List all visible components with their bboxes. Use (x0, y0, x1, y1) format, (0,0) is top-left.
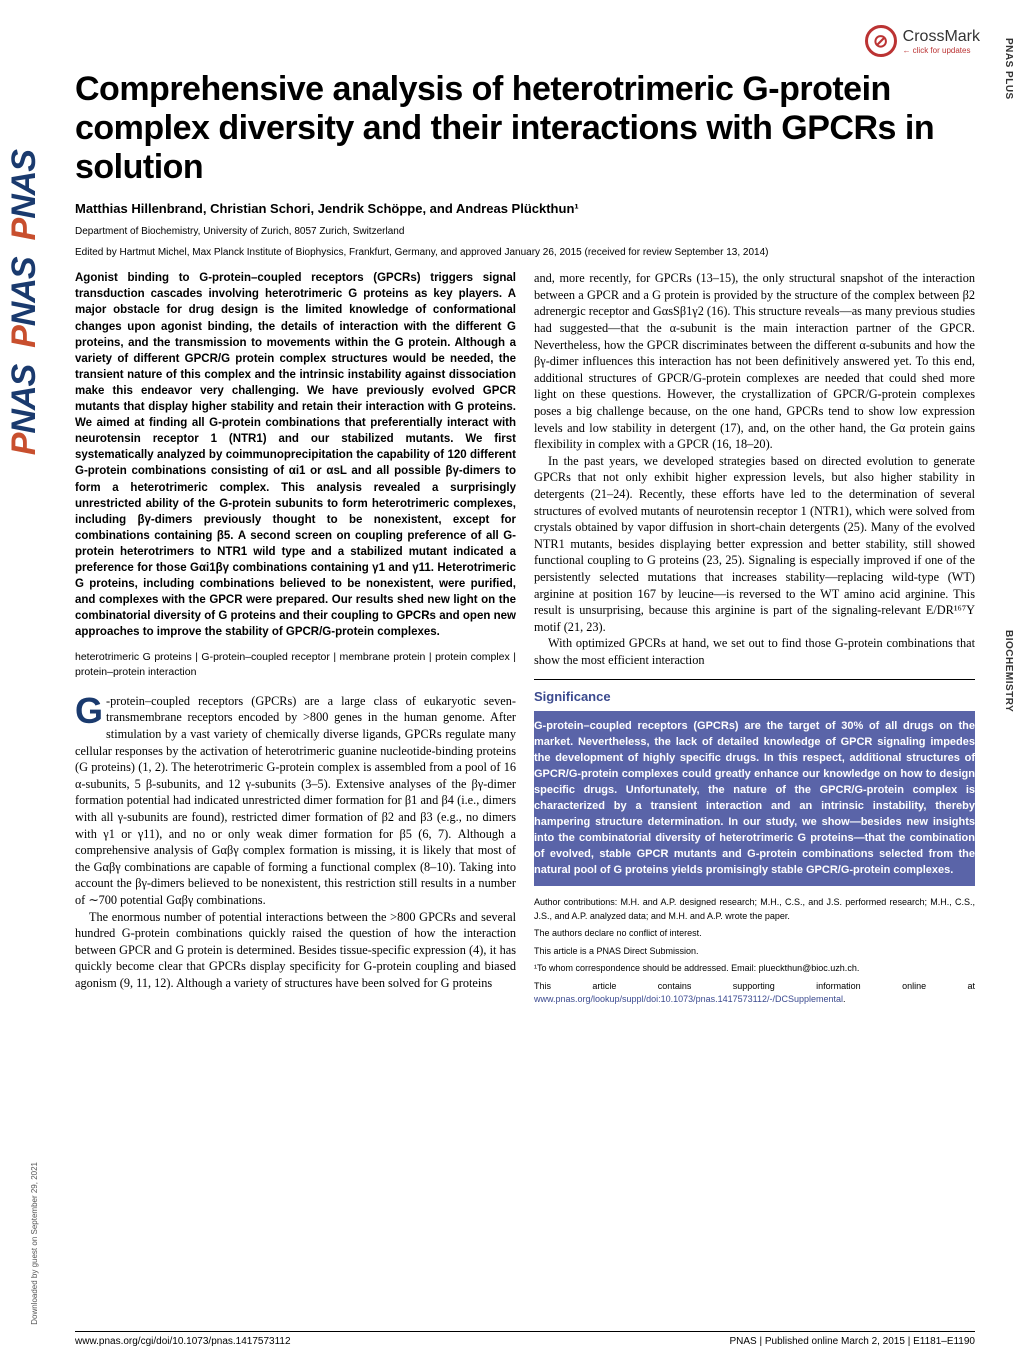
dropcap: G (75, 693, 106, 727)
keywords: heterotrimeric G proteins | G-protein–co… (75, 650, 516, 678)
footnote-conflict: The authors declare no conflict of inter… (534, 927, 975, 941)
authors: Matthias Hillenbrand, Christian Schori, … (75, 201, 975, 216)
body-para-r2: In the past years, we developed strategi… (534, 453, 975, 636)
body-para-2: The enormous number of potential interac… (75, 909, 516, 992)
body-para-r3: With optimized GPCRs at hand, we set out… (534, 635, 975, 668)
page-footer: www.pnas.org/cgi/doi/10.1073/pnas.141757… (75, 1331, 975, 1347)
supporting-info-link[interactable]: www.pnas.org/lookup/suppl/doi:10.1073/pn… (534, 994, 843, 1004)
right-column: and, more recently, for GPCRs (13–15), t… (534, 270, 975, 1011)
crossmark-sublabel: ←click for updates (903, 46, 980, 55)
significance-title: Significance (534, 688, 975, 706)
footnotes: Author contributions: M.H. and A.P. desi… (534, 896, 975, 1007)
left-column: Agonist binding to G-protein–coupled rec… (75, 270, 516, 1011)
footer-citation: PNAS | Published online March 2, 2015 | … (729, 1336, 975, 1347)
body-para-r1: and, more recently, for GPCRs (13–15), t… (534, 270, 975, 453)
footer-doi: www.pnas.org/cgi/doi/10.1073/pnas.141757… (75, 1336, 291, 1347)
download-note: Downloaded by guest on September 29, 202… (30, 1162, 39, 1325)
body-para-1: G-protein–coupled receptors (GPCRs) are … (75, 693, 516, 909)
footnote-contributions: Author contributions: M.H. and A.P. desi… (534, 896, 975, 923)
footnote-supporting-info: This article contains supporting informa… (534, 980, 975, 1007)
crossmark-label: CrossMark (903, 28, 980, 46)
section-label-pnas-plus: PNAS PLUS (1003, 38, 1014, 100)
section-label-biochemistry: BIOCHEMISTRY (1003, 630, 1014, 712)
significance-body: G-protein–coupled receptors (GPCRs) are … (534, 711, 975, 886)
abstract: Agonist binding to G-protein–coupled rec… (75, 270, 516, 640)
affiliation: Department of Biochemistry, University o… (75, 226, 975, 237)
significance-box: Significance G-protein–coupled receptors… (534, 679, 975, 887)
crossmark-badge[interactable]: ⊘ CrossMark ←click for updates (865, 25, 980, 57)
edited-by: Edited by Hartmut Michel, Max Planck Ins… (75, 247, 975, 258)
crossmark-icon: ⊘ (865, 25, 897, 57)
footnote-correspondence: ¹To whom correspondence should be addres… (534, 962, 975, 976)
journal-logo-side: PNAS PNAS PNAS (5, 150, 44, 455)
article-title: Comprehensive analysis of heterotrimeric… (75, 70, 975, 187)
footnote-direct-submission: This article is a PNAS Direct Submission… (534, 945, 975, 959)
